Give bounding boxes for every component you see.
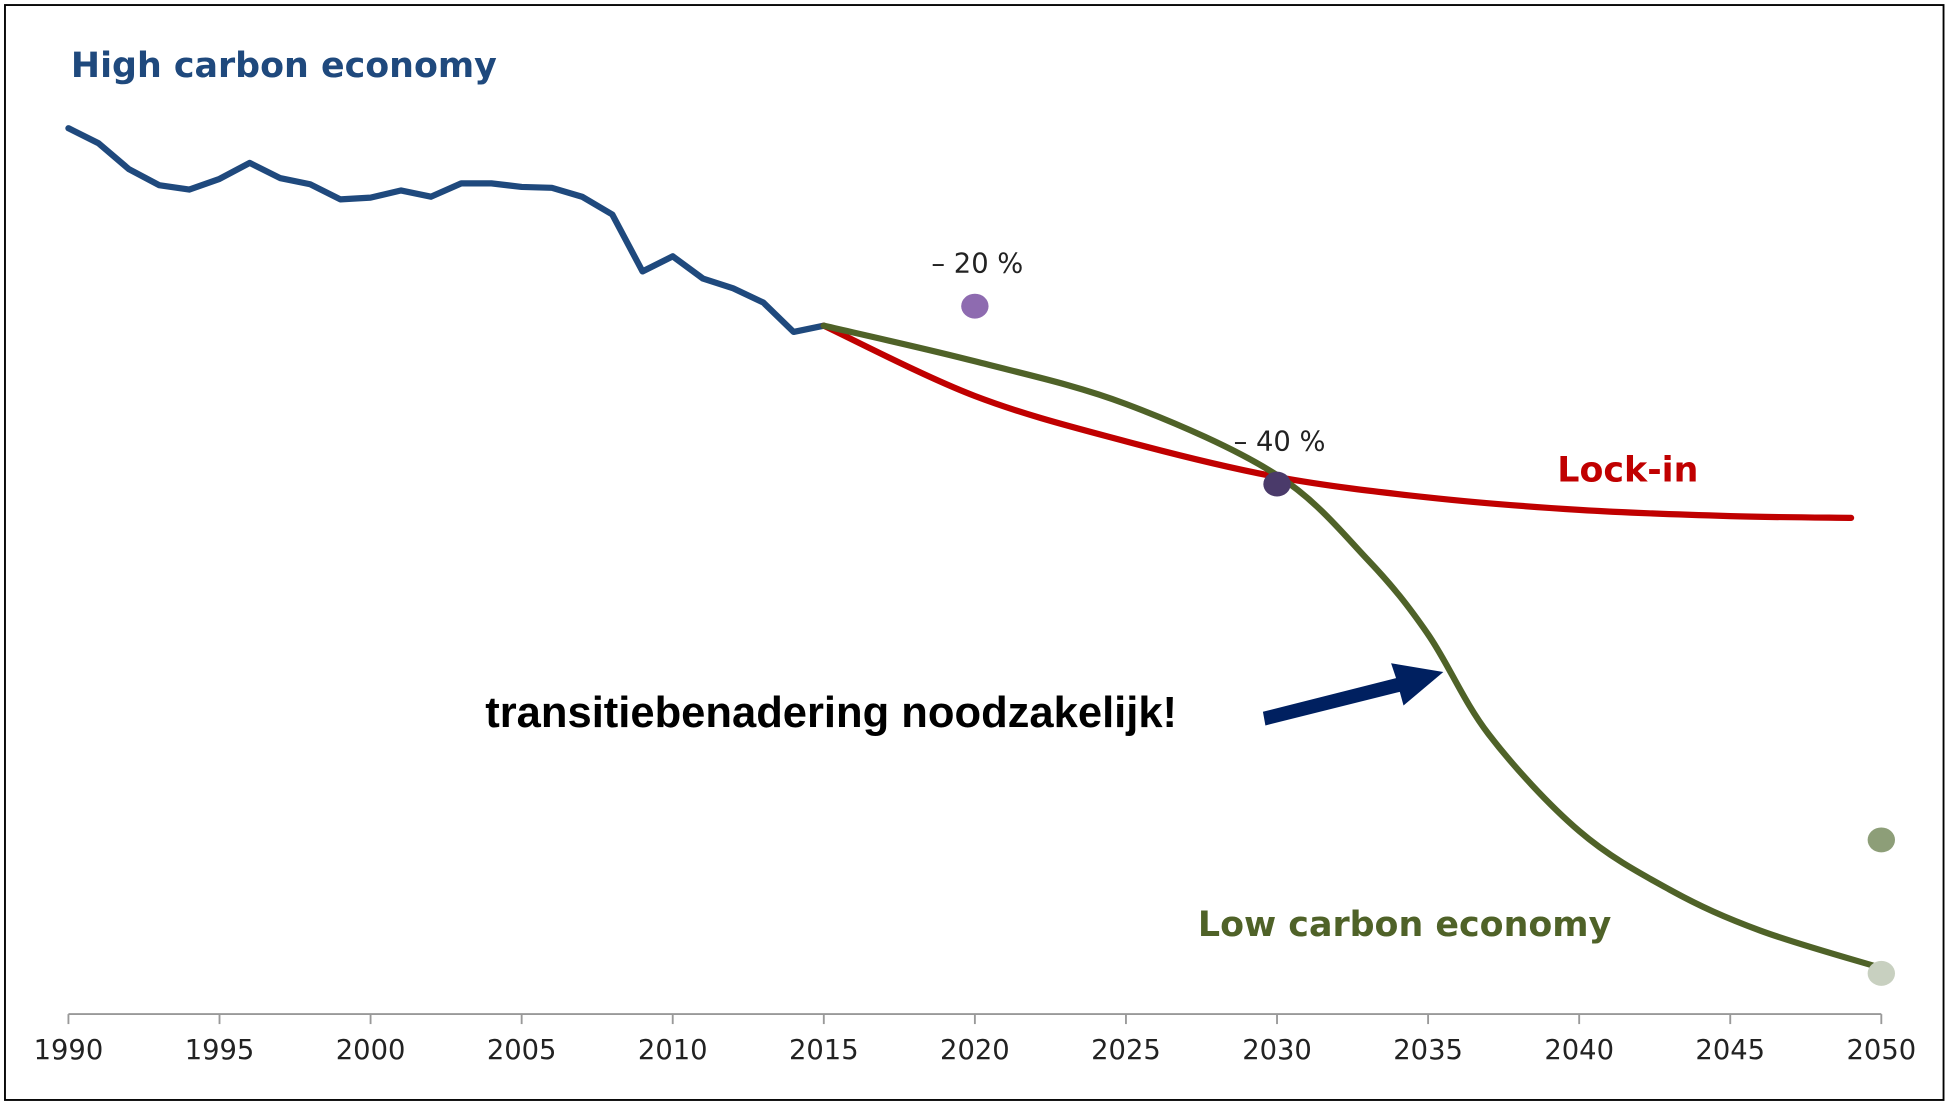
annotation: transitiebenadering noodzakelijk! (485, 689, 1177, 737)
series-label: Low carbon economy (1198, 905, 1612, 945)
series-label: Lock-in (1557, 451, 1698, 491)
x-tick-label: 2000 (336, 1035, 406, 1066)
x-tick-label: 2045 (1695, 1035, 1765, 1066)
series-label: High carbon economy (71, 46, 497, 86)
point-label: – 40 % (1234, 427, 1326, 458)
x-tick-label: 1995 (185, 1035, 255, 1066)
target-point (1867, 960, 1896, 986)
x-tick-label: 2050 (1847, 1035, 1917, 1066)
x-tick-label: 2035 (1393, 1035, 1463, 1066)
series-line (65, 125, 827, 336)
arrow (1262, 663, 1444, 726)
target-point (961, 293, 989, 319)
frame (4, 4, 1945, 1101)
x-tick-label: 2040 (1544, 1035, 1614, 1066)
x-tick-label: 2025 (1091, 1035, 1161, 1066)
x-tick-label: 2020 (940, 1035, 1010, 1066)
target-point (1263, 471, 1291, 497)
x-tick-label: 2005 (487, 1035, 557, 1066)
x-tick-label: 2015 (789, 1035, 859, 1066)
series-line (820, 322, 1885, 972)
x-tick-label: 2030 (1242, 1035, 1312, 1066)
point-label: – 20 % (931, 249, 1023, 280)
series-line (820, 322, 1855, 521)
x-tick-label: 1990 (34, 1035, 104, 1066)
target-point (1867, 827, 1896, 853)
x-tick-label: 2010 (638, 1035, 708, 1066)
